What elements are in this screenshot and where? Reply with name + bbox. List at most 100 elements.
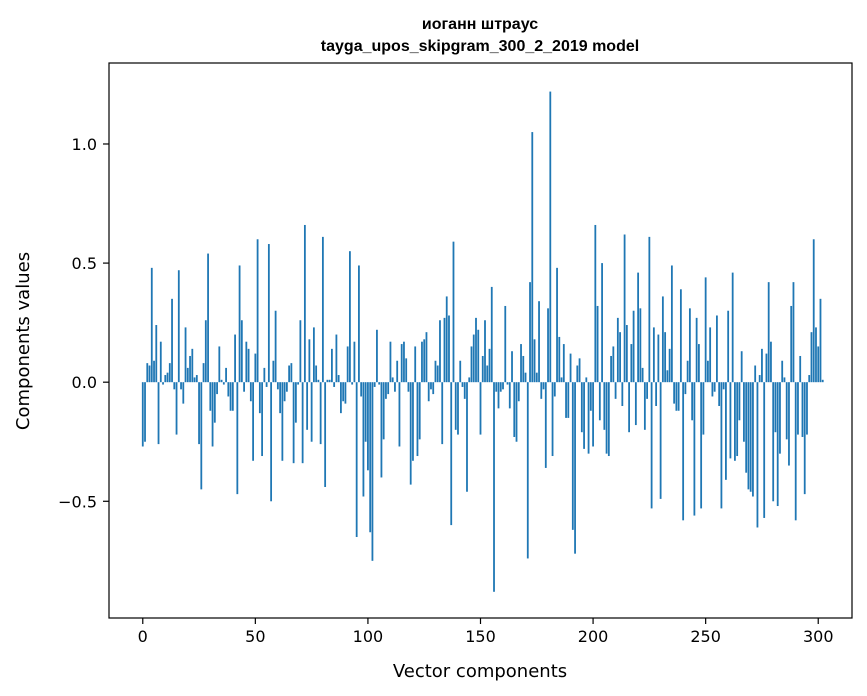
bar (670, 265, 673, 383)
bar (562, 344, 565, 383)
bar (180, 382, 182, 390)
bar (605, 382, 608, 454)
x-tick-label: 300 (803, 627, 834, 646)
bar (490, 286, 493, 383)
bar (749, 382, 752, 492)
y-tick-label: 0.0 (72, 373, 97, 392)
bar (603, 382, 606, 430)
bar (423, 339, 426, 383)
bar (695, 317, 698, 383)
bar (610, 355, 612, 383)
bar (358, 265, 360, 383)
bar (529, 282, 531, 383)
bar (141, 382, 144, 447)
bar (511, 351, 513, 383)
bar (592, 382, 594, 447)
bar (265, 382, 268, 387)
bar (254, 353, 257, 383)
bar (256, 239, 259, 383)
bar (243, 382, 245, 392)
bar (524, 372, 527, 383)
bar (722, 382, 725, 390)
bar (740, 351, 743, 383)
bar (738, 382, 741, 421)
bar (808, 375, 811, 383)
bar (711, 382, 714, 397)
bar (709, 327, 712, 383)
bar (745, 382, 748, 473)
bar (310, 382, 313, 442)
bar (229, 382, 232, 411)
bar (517, 382, 520, 402)
bar (396, 360, 399, 383)
bar (502, 382, 504, 390)
bar (168, 363, 171, 383)
bar (558, 336, 561, 383)
bar (209, 382, 212, 411)
bar (747, 382, 750, 490)
bar (779, 382, 781, 454)
bar (153, 360, 155, 383)
bar (655, 382, 658, 406)
bar (682, 382, 685, 521)
bar (337, 375, 340, 383)
bar (191, 348, 194, 383)
bar (513, 382, 516, 437)
bar (349, 251, 351, 383)
bar (776, 382, 779, 507)
bar (274, 310, 277, 383)
bar (441, 382, 444, 445)
bar (686, 360, 689, 383)
bar (276, 382, 279, 390)
bar (207, 253, 209, 383)
bar (632, 310, 635, 383)
bar (587, 382, 590, 454)
bar (387, 382, 390, 395)
bar (542, 382, 545, 390)
bar (679, 289, 682, 383)
bar (452, 241, 455, 383)
bar (234, 334, 236, 383)
bar (560, 377, 563, 383)
bar (220, 379, 223, 383)
bar (585, 377, 588, 383)
bar (249, 382, 252, 402)
bar (569, 353, 572, 383)
bar (391, 377, 394, 383)
bar (639, 308, 642, 383)
bar (589, 382, 592, 411)
bar (245, 341, 248, 383)
y-tick-label: 1.0 (72, 135, 97, 154)
bar (752, 382, 754, 497)
bar (479, 382, 482, 435)
bar (427, 382, 430, 402)
bar (504, 305, 507, 383)
bar (765, 353, 768, 383)
bar (720, 382, 723, 509)
bar (736, 382, 739, 457)
bar (547, 308, 549, 383)
bar (400, 344, 403, 383)
bar (551, 382, 554, 457)
bar (340, 382, 342, 414)
bar (202, 363, 205, 383)
bar (743, 382, 745, 442)
bar (418, 382, 421, 440)
bar (252, 382, 254, 461)
bar (164, 375, 167, 383)
bar (580, 382, 583, 433)
bar (177, 270, 180, 383)
bar (247, 348, 250, 383)
bar (770, 341, 772, 383)
bar (664, 332, 667, 383)
x-tick-label: 250 (690, 627, 721, 646)
bar (497, 382, 500, 409)
bar (713, 382, 716, 392)
bar (790, 305, 793, 383)
bar (758, 375, 761, 383)
bar (821, 379, 824, 383)
bar (556, 267, 558, 383)
bar (369, 382, 372, 533)
bar (272, 360, 275, 383)
bar (470, 346, 473, 383)
